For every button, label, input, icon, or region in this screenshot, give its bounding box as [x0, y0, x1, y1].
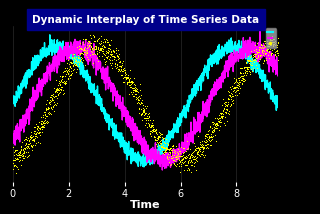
X-axis label: Time: Time: [130, 200, 161, 210]
Legend: , , : , ,: [266, 28, 276, 48]
Title: Dynamic Interplay of Time Series Data: Dynamic Interplay of Time Series Data: [32, 15, 259, 25]
